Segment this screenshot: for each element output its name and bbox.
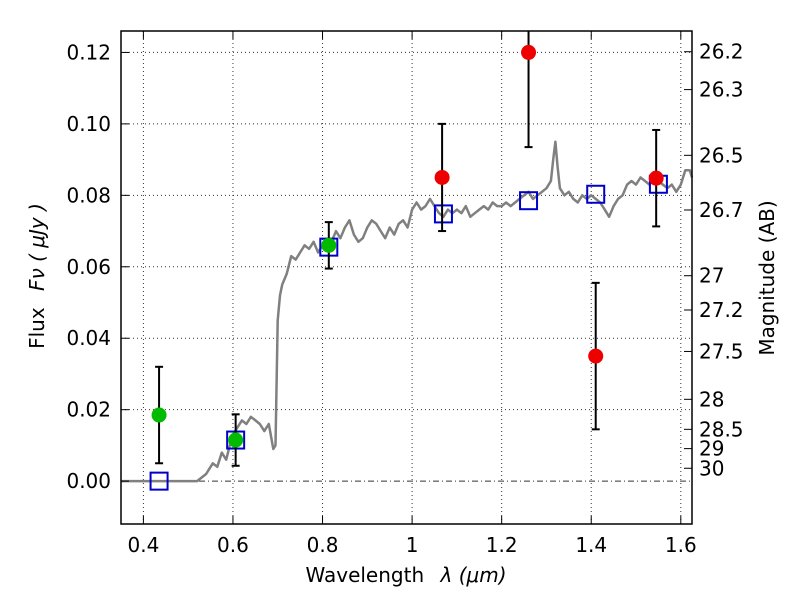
photometry-point — [151, 407, 167, 423]
y-tick-label: 0.06 — [66, 255, 111, 279]
y-tick-label: 0.02 — [66, 398, 111, 422]
x-tick-label: 1 — [406, 533, 419, 557]
x-tick-label: 1.2 — [486, 533, 518, 557]
photometry-point — [648, 170, 664, 186]
x-tick-label: 0.4 — [127, 533, 159, 557]
x-axis-ticks: 0.4 0.6 0.8 1 1.2 1.4 1.6 — [127, 31, 697, 557]
y-tick-label: 0.04 — [66, 326, 111, 350]
x-tick-label: 1.6 — [665, 533, 697, 557]
y-tick-label: 0.08 — [66, 183, 111, 207]
model-photometry-square — [586, 184, 606, 204]
x-tick-label: 0.6 — [217, 533, 249, 557]
magnitude-tick-label: 28.5 — [699, 417, 744, 441]
photometry-point — [521, 44, 537, 60]
plot-frame — [120, 30, 693, 525]
y-axis-label-text: Flux — [25, 307, 49, 349]
photometry-point — [588, 348, 604, 364]
y-tick-label: 0.12 — [66, 40, 111, 64]
magnitude-tick-label: 27 — [699, 264, 724, 288]
x-axis-label-symbol: λ (μm) — [440, 563, 507, 587]
magnitude-tick-label: 30 — [699, 456, 724, 480]
photometry-point — [321, 237, 337, 253]
magnitude-tick-label: 29 — [699, 437, 724, 461]
y-tick-label: 0.10 — [66, 112, 111, 136]
sed-model-line — [121, 140, 694, 483]
y-axis-label: Flux Fν ( μJy ) — [25, 203, 49, 349]
photometry-points-layer — [151, 44, 664, 448]
x-tick-label: 0.8 — [307, 533, 339, 557]
y-axis-label-symbol: Fν ( μJy ) — [25, 203, 49, 291]
grid-lines — [121, 31, 692, 524]
sed-model-layer — [121, 140, 694, 483]
photometry-point — [228, 432, 244, 448]
magnitude-tick-label: 26.3 — [699, 78, 744, 102]
photometry-point — [434, 169, 450, 185]
magnitude-tick-label: 26.2 — [699, 40, 744, 64]
magnitude-tick-label: 27.5 — [699, 339, 744, 363]
magnitude-tick-label: 27.2 — [699, 298, 744, 322]
y-tick-label: 0.00 — [66, 469, 111, 493]
x-axis-label: Wavelength λ (μm) — [305, 563, 506, 587]
model-photometry-square — [519, 191, 539, 211]
x-axis-label-text: Wavelength — [305, 563, 424, 587]
x-tick-label: 1.4 — [575, 533, 607, 557]
magnitude-tick-label: 26.7 — [699, 198, 744, 222]
magnitude-tick-label: 28 — [699, 387, 724, 411]
magnitude-tick-label: 26.5 — [699, 143, 744, 167]
error-bars-layer — [155, 31, 661, 467]
magnitude-axis-label: Magnitude (AB) — [755, 200, 779, 355]
model-photometry-square — [433, 204, 453, 224]
y-axis-ticks: 0.00 0.02 0.04 0.06 0.08 0.10 0.12 — [66, 40, 129, 493]
model-photometry-square — [149, 471, 169, 491]
